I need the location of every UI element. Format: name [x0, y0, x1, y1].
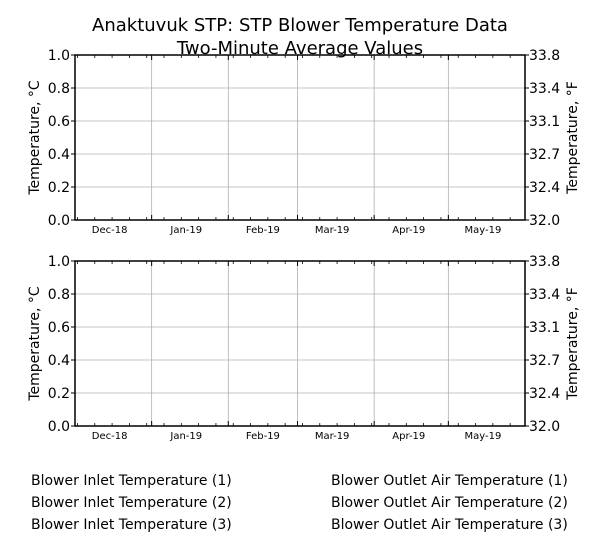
plot-frame [74, 54, 526, 221]
y-tick-label: 0.6 [48, 320, 70, 336]
y-tick-label: 1.0 [48, 48, 70, 64]
y-tick-label-right: 33.8 [529, 48, 560, 64]
x-tick-label: Apr-19 [392, 225, 425, 236]
x-tick-label: May-19 [465, 225, 502, 236]
x-tick-label: Dec-18 [92, 431, 128, 442]
y-tick-label-right: 32.7 [529, 353, 560, 369]
x-tick-label: Apr-19 [392, 431, 425, 442]
y-tick-label-right: 32.0 [529, 213, 560, 229]
x-tick-label: Mar-19 [315, 431, 350, 442]
y-tick-label-right: 33.4 [529, 81, 560, 97]
y-tick-label-right: 33.1 [529, 114, 560, 130]
y-tick-label: 1.0 [48, 254, 70, 270]
x-tick-label: Jan-19 [169, 431, 202, 442]
x-tick-label: Jan-19 [169, 225, 202, 236]
y-tick-label: 0.2 [48, 180, 70, 196]
y-axis-label-right: Temperature, °F [565, 287, 581, 401]
x-tick-label: May-19 [465, 431, 502, 442]
x-tick-label: Feb-19 [246, 431, 280, 442]
y-tick-label-right: 33.4 [529, 287, 560, 303]
y-tick-label: 0.0 [48, 419, 70, 435]
y-tick-label-right: 33.8 [529, 254, 560, 270]
y-tick-label: 0.4 [48, 147, 70, 163]
legend-entry: Blower Inlet Temperature (3) [31, 517, 232, 533]
y-axis-label-right: Temperature, °F [565, 81, 581, 195]
y-axis-label: Temperature, °C [27, 80, 43, 196]
y-tick-label: 0.8 [48, 287, 70, 303]
y-tick-label: 0.6 [48, 114, 70, 130]
legend-entry: Blower Outlet Air Temperature (2) [331, 495, 568, 511]
plot-frame [74, 260, 526, 427]
y-tick-label-right: 32.4 [529, 386, 560, 402]
x-tick-label: Feb-19 [246, 225, 280, 236]
legend-entry: Blower Inlet Temperature (2) [31, 495, 232, 511]
y-tick-label-right: 32.7 [529, 147, 560, 163]
y-tick-label: 0.8 [48, 81, 70, 97]
y-tick-label: 0.4 [48, 353, 70, 369]
legend-entry: Blower Inlet Temperature (1) [31, 473, 232, 489]
y-tick-label-right: 32.4 [529, 180, 560, 196]
chart-title: Anaktuvuk STP: STP Blower Temperature Da… [92, 15, 508, 36]
chart-subtitle: Two-Minute Average Values [176, 38, 424, 59]
y-tick-label-right: 32.0 [529, 419, 560, 435]
x-tick-label: Mar-19 [315, 225, 350, 236]
y-tick-label: 0.2 [48, 386, 70, 402]
y-axis-label: Temperature, °C [27, 286, 43, 402]
legend-entry: Blower Outlet Air Temperature (3) [331, 517, 568, 533]
x-tick-label: Dec-18 [92, 225, 128, 236]
legend-entry: Blower Outlet Air Temperature (1) [331, 473, 568, 489]
y-tick-label-right: 33.1 [529, 320, 560, 336]
y-tick-label: 0.0 [48, 213, 70, 229]
